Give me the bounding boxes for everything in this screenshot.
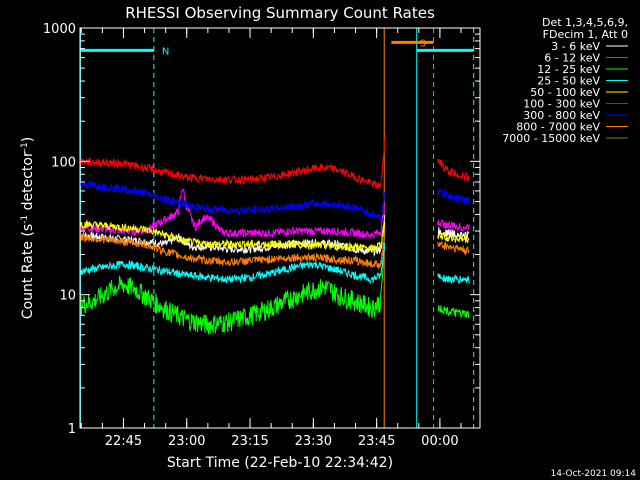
legend-label: 800 - 7000 keV: [516, 121, 600, 134]
series-line: [437, 188, 470, 205]
legend-label: 50 - 100 keV: [530, 86, 600, 99]
series-line: [437, 241, 470, 256]
x-tick-label: 22:45: [105, 434, 142, 449]
series-line: [79, 230, 386, 270]
state-flag-label: S: [420, 38, 426, 49]
legend-label: 3 - 6 keV: [551, 40, 600, 53]
y-tick-label: 1000: [43, 22, 76, 37]
series-line: [79, 187, 386, 239]
x-axis-label: Start Time (22-Feb-10 22:34:42): [167, 455, 393, 471]
footer-date: 14-Oct-2021 09:14: [551, 469, 637, 479]
legend-header: FDecim 1, Att 0: [543, 28, 628, 41]
series-line: [437, 219, 470, 232]
legend-label: 12 - 25 keV: [537, 63, 600, 76]
legend: Det 1,3,4,5,6,9,FDecim 1, Att 03 - 6 keV…: [502, 16, 628, 145]
y-tick-label: 100: [51, 155, 76, 170]
y-axis-label: Count Rate (s-1 detector-1): [20, 137, 36, 319]
x-tick-label: 23:30: [295, 434, 332, 449]
x-tick-label: 23:00: [168, 434, 205, 449]
legend-label: 7000 - 15000 keV: [502, 132, 600, 145]
series-line: [79, 242, 386, 284]
legend-header: Det 1,3,4,5,6,9,: [542, 16, 628, 29]
legend-label: 100 - 300 keV: [523, 98, 600, 111]
legend-label: 6 - 12 keV: [544, 52, 600, 65]
series-line: [79, 219, 386, 254]
x-tick-label: 23:15: [231, 434, 268, 449]
state-flag-label: N: [162, 46, 169, 57]
y-tick-label: 10: [59, 289, 76, 304]
y-tick-label: 1: [68, 422, 76, 437]
series-line: [437, 273, 470, 284]
plot-frame: [79, 27, 481, 429]
series-line: [437, 231, 470, 244]
legend-label: 25 - 50 keV: [537, 75, 600, 88]
series-line: [79, 135, 386, 190]
legend-label: 300 - 800 keV: [523, 109, 600, 122]
chart-title: RHESSI Observing Summary Count Rates: [125, 4, 435, 22]
series-line: [79, 180, 386, 223]
series-line: [437, 304, 470, 319]
series-line: [79, 230, 386, 335]
x-tick-label: 23:45: [358, 434, 395, 449]
series-line: [437, 158, 470, 182]
x-tick-label: 00:00: [421, 434, 458, 449]
